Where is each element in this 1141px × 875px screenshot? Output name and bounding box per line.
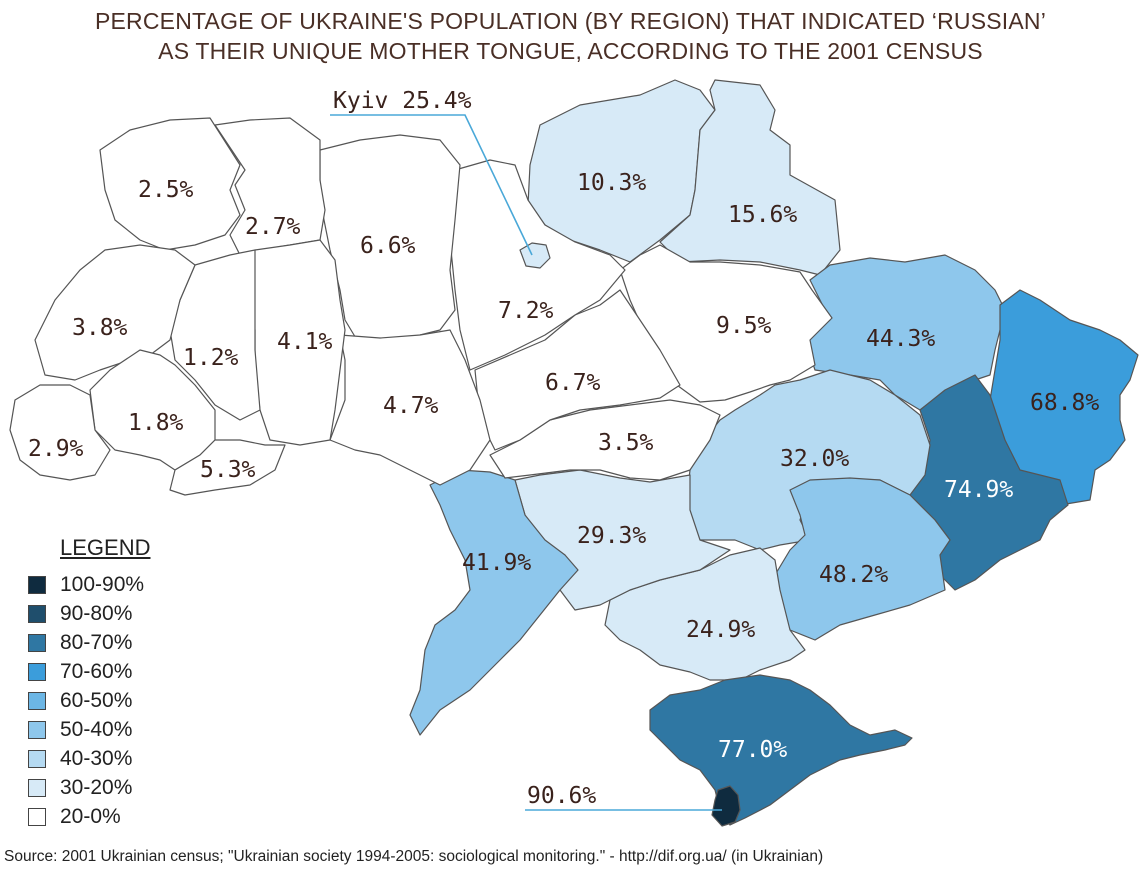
legend-label: 70-60% xyxy=(60,659,133,683)
legend-label: 80-70% xyxy=(60,630,133,654)
region-label: 7.2% xyxy=(498,298,554,324)
legend-item: 80-70% xyxy=(28,628,144,657)
legend-swatch xyxy=(28,807,46,826)
region-label: 3.5% xyxy=(598,430,654,456)
legend-swatch xyxy=(28,720,46,739)
region-label: 10.3% xyxy=(577,170,646,196)
legend-swatch xyxy=(28,662,46,681)
legend-label: 40-30% xyxy=(60,746,133,770)
region-label: 6.7% xyxy=(545,370,601,396)
region-volyn[interactable] xyxy=(99,117,241,251)
legend-swatch xyxy=(28,604,46,623)
legend-label: 30-20% xyxy=(60,775,133,799)
source-note: Source: 2001 Ukrainian census; "Ukrainia… xyxy=(4,848,824,865)
region-cherkasy[interactable] xyxy=(474,289,681,451)
region-sevastopol[interactable] xyxy=(711,785,741,827)
region-label: 29.3% xyxy=(577,523,646,549)
region-label: 3.8% xyxy=(72,315,128,341)
region-odesa[interactable] xyxy=(409,469,579,736)
legend-label: 20-0% xyxy=(60,804,121,828)
legend-item: 70-60% xyxy=(28,657,144,686)
legend-title: LEGEND xyxy=(60,535,151,560)
legend-swatch xyxy=(28,575,46,594)
legend-item: 30-20% xyxy=(28,773,144,802)
sevastopol-callout-label: 90.6% xyxy=(527,783,596,809)
legend-swatch xyxy=(28,778,46,797)
region-label: 74.9% xyxy=(944,477,1013,503)
legend-label: 60-50% xyxy=(60,688,133,712)
legend-item: 60-50% xyxy=(28,686,144,715)
legend-label: 100-90% xyxy=(60,572,145,596)
region-label: 4.7% xyxy=(383,393,439,419)
legend-swatch xyxy=(28,749,46,768)
region-label: 68.8% xyxy=(1030,390,1099,416)
region-label: 48.2% xyxy=(819,562,888,588)
legend-item: 100-90% xyxy=(28,570,144,599)
legend-swatch xyxy=(28,691,46,710)
legend-swatch xyxy=(28,633,46,652)
region-label: 9.5% xyxy=(716,313,772,339)
legend-item: 20-0% xyxy=(28,802,144,831)
region-kyiv-city[interactable] xyxy=(519,242,551,269)
region-label: 6.6% xyxy=(360,233,416,259)
region-kherson[interactable] xyxy=(604,547,806,681)
region-zakarpattia[interactable] xyxy=(9,384,111,481)
title-line-2: AS THEIR UNIQUE MOTHER TONGUE, ACCORDING… xyxy=(158,38,983,64)
region-label: 2.7% xyxy=(245,214,301,240)
region-crimea[interactable] xyxy=(649,674,913,826)
legend-item: 40-30% xyxy=(28,744,144,773)
map-title: PERCENTAGE OF UKRAINE'S POPULATION (BY R… xyxy=(0,6,1141,66)
region-label: 2.5% xyxy=(138,177,194,203)
region-chernivtsi[interactable] xyxy=(169,439,286,496)
title-line-1: PERCENTAGE OF UKRAINE'S POPULATION (BY R… xyxy=(94,8,1047,34)
legend-label: 50-40% xyxy=(60,717,133,741)
region-label: 1.8% xyxy=(128,410,184,436)
legend-item: 90-80% xyxy=(28,599,144,628)
region-zaporizhzhia[interactable] xyxy=(774,477,951,641)
region-label: 32.0% xyxy=(780,446,849,472)
kyiv-callout-label: Kyiv 25.4% xyxy=(333,88,472,114)
region-label: 5.3% xyxy=(200,457,256,483)
region-kirovohrad[interactable] xyxy=(489,399,721,481)
region-label: 44.3% xyxy=(866,326,935,352)
legend: 100-90% 90-80% 80-70% 70-60% 60-50% 50-40% 40-… xyxy=(28,570,144,831)
region-label: 1.2% xyxy=(183,345,239,371)
region-ternopil[interactable] xyxy=(169,249,261,421)
region-vinnytsia[interactable] xyxy=(329,329,491,486)
region-label: 2.9% xyxy=(28,436,84,462)
region-label: 4.1% xyxy=(277,329,333,355)
region-sumy[interactable] xyxy=(659,79,841,276)
region-lviv[interactable] xyxy=(34,244,196,381)
region-label: 77.0% xyxy=(718,737,787,763)
region-label: 15.6% xyxy=(728,202,797,228)
region-kharkiv[interactable] xyxy=(804,254,1006,411)
region-label: 24.9% xyxy=(686,617,755,643)
legend-item: 50-40% xyxy=(28,715,144,744)
legend-label: 90-80% xyxy=(60,601,133,625)
kyiv-callout-line xyxy=(330,114,533,256)
region-label: 41.9% xyxy=(462,550,531,576)
